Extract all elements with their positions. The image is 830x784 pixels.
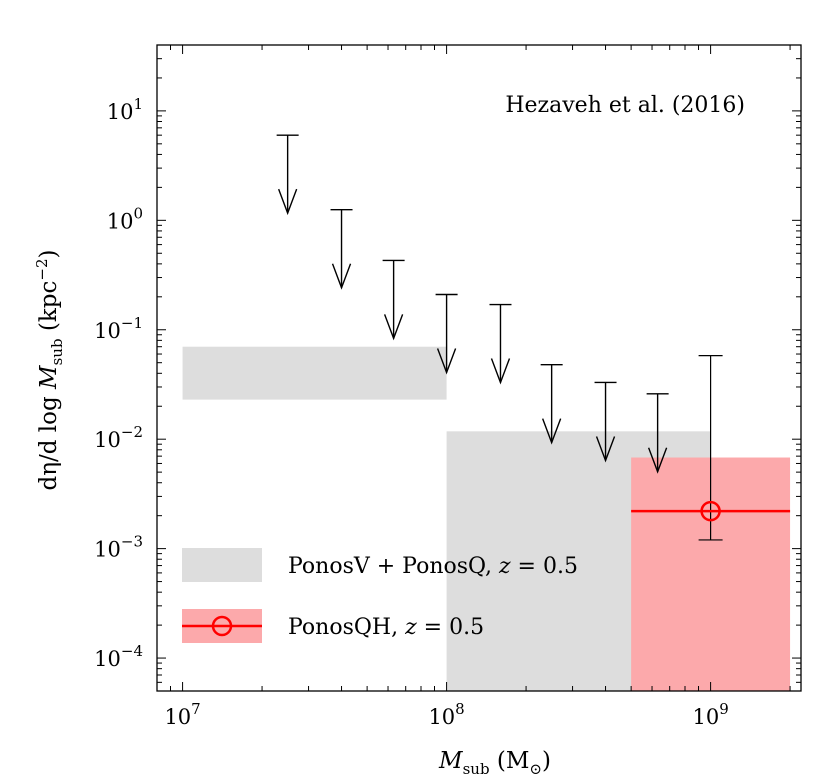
legend-label-ponosv-ponosq: PonosV + PonosQ, z = 0.5 xyxy=(288,554,578,579)
x-tick-label-2: 109 xyxy=(692,700,728,729)
bands-layer xyxy=(182,346,791,691)
upper-limits-layer xyxy=(276,134,669,474)
upper-limit-7 xyxy=(646,393,669,474)
band-0 xyxy=(182,346,447,400)
upper-limit-3 xyxy=(435,293,458,375)
upper-limit-arrowhead xyxy=(490,358,511,385)
y-tick-label-0: 10−4 xyxy=(94,642,143,671)
y-tick-label-2: 10−2 xyxy=(94,423,143,452)
annotation-text: Hezaveh et al. (2016) xyxy=(505,93,745,118)
legend-label-ponosqh: PonosQH, z = 0.5 xyxy=(288,615,484,640)
upper-limit-arrowhead xyxy=(595,436,616,463)
y-tick-label-3: 10−1 xyxy=(94,314,143,343)
upper-limit-arrowhead xyxy=(541,418,562,445)
upper-limit-0 xyxy=(276,134,299,216)
x-tick-label-0: 107 xyxy=(164,700,200,729)
x-tick-label-1: 108 xyxy=(428,700,464,729)
upper-limit-arrowhead xyxy=(331,263,352,290)
upper-limit-arrowhead xyxy=(277,188,298,216)
axes-layer: 107 108 109 10−4 10−3 10−2 10−1 100 101 xyxy=(94,44,802,729)
upper-limit-arrowhead xyxy=(647,447,668,474)
upper-limit-4 xyxy=(489,303,512,385)
legend-marker-ponosqh xyxy=(211,615,233,637)
y-axis-title: dη/d log Msub (kpc−2) xyxy=(33,250,66,491)
upper-limit-arrowhead xyxy=(383,314,404,341)
plot-frame xyxy=(156,44,802,692)
y-tick-label-1: 10−3 xyxy=(94,533,143,562)
x-axis-title: Msub (M⊙) xyxy=(438,748,551,778)
y-tick-label-5: 101 xyxy=(107,95,143,124)
upper-limit-6 xyxy=(594,381,617,463)
measurement-layer xyxy=(631,355,791,541)
upper-limit-2 xyxy=(382,259,405,341)
measurement-point xyxy=(700,500,721,522)
upper-limit-1 xyxy=(330,209,353,290)
upper-limit-5 xyxy=(540,363,563,445)
legend-swatch-ponosv-ponosq xyxy=(182,548,262,582)
upper-limit-arrowhead xyxy=(436,348,457,375)
legend: PonosV + PonosQ, z = 0.5 PonosQH, z = 0.… xyxy=(182,548,578,643)
y-tick-label-4: 100 xyxy=(107,204,143,233)
